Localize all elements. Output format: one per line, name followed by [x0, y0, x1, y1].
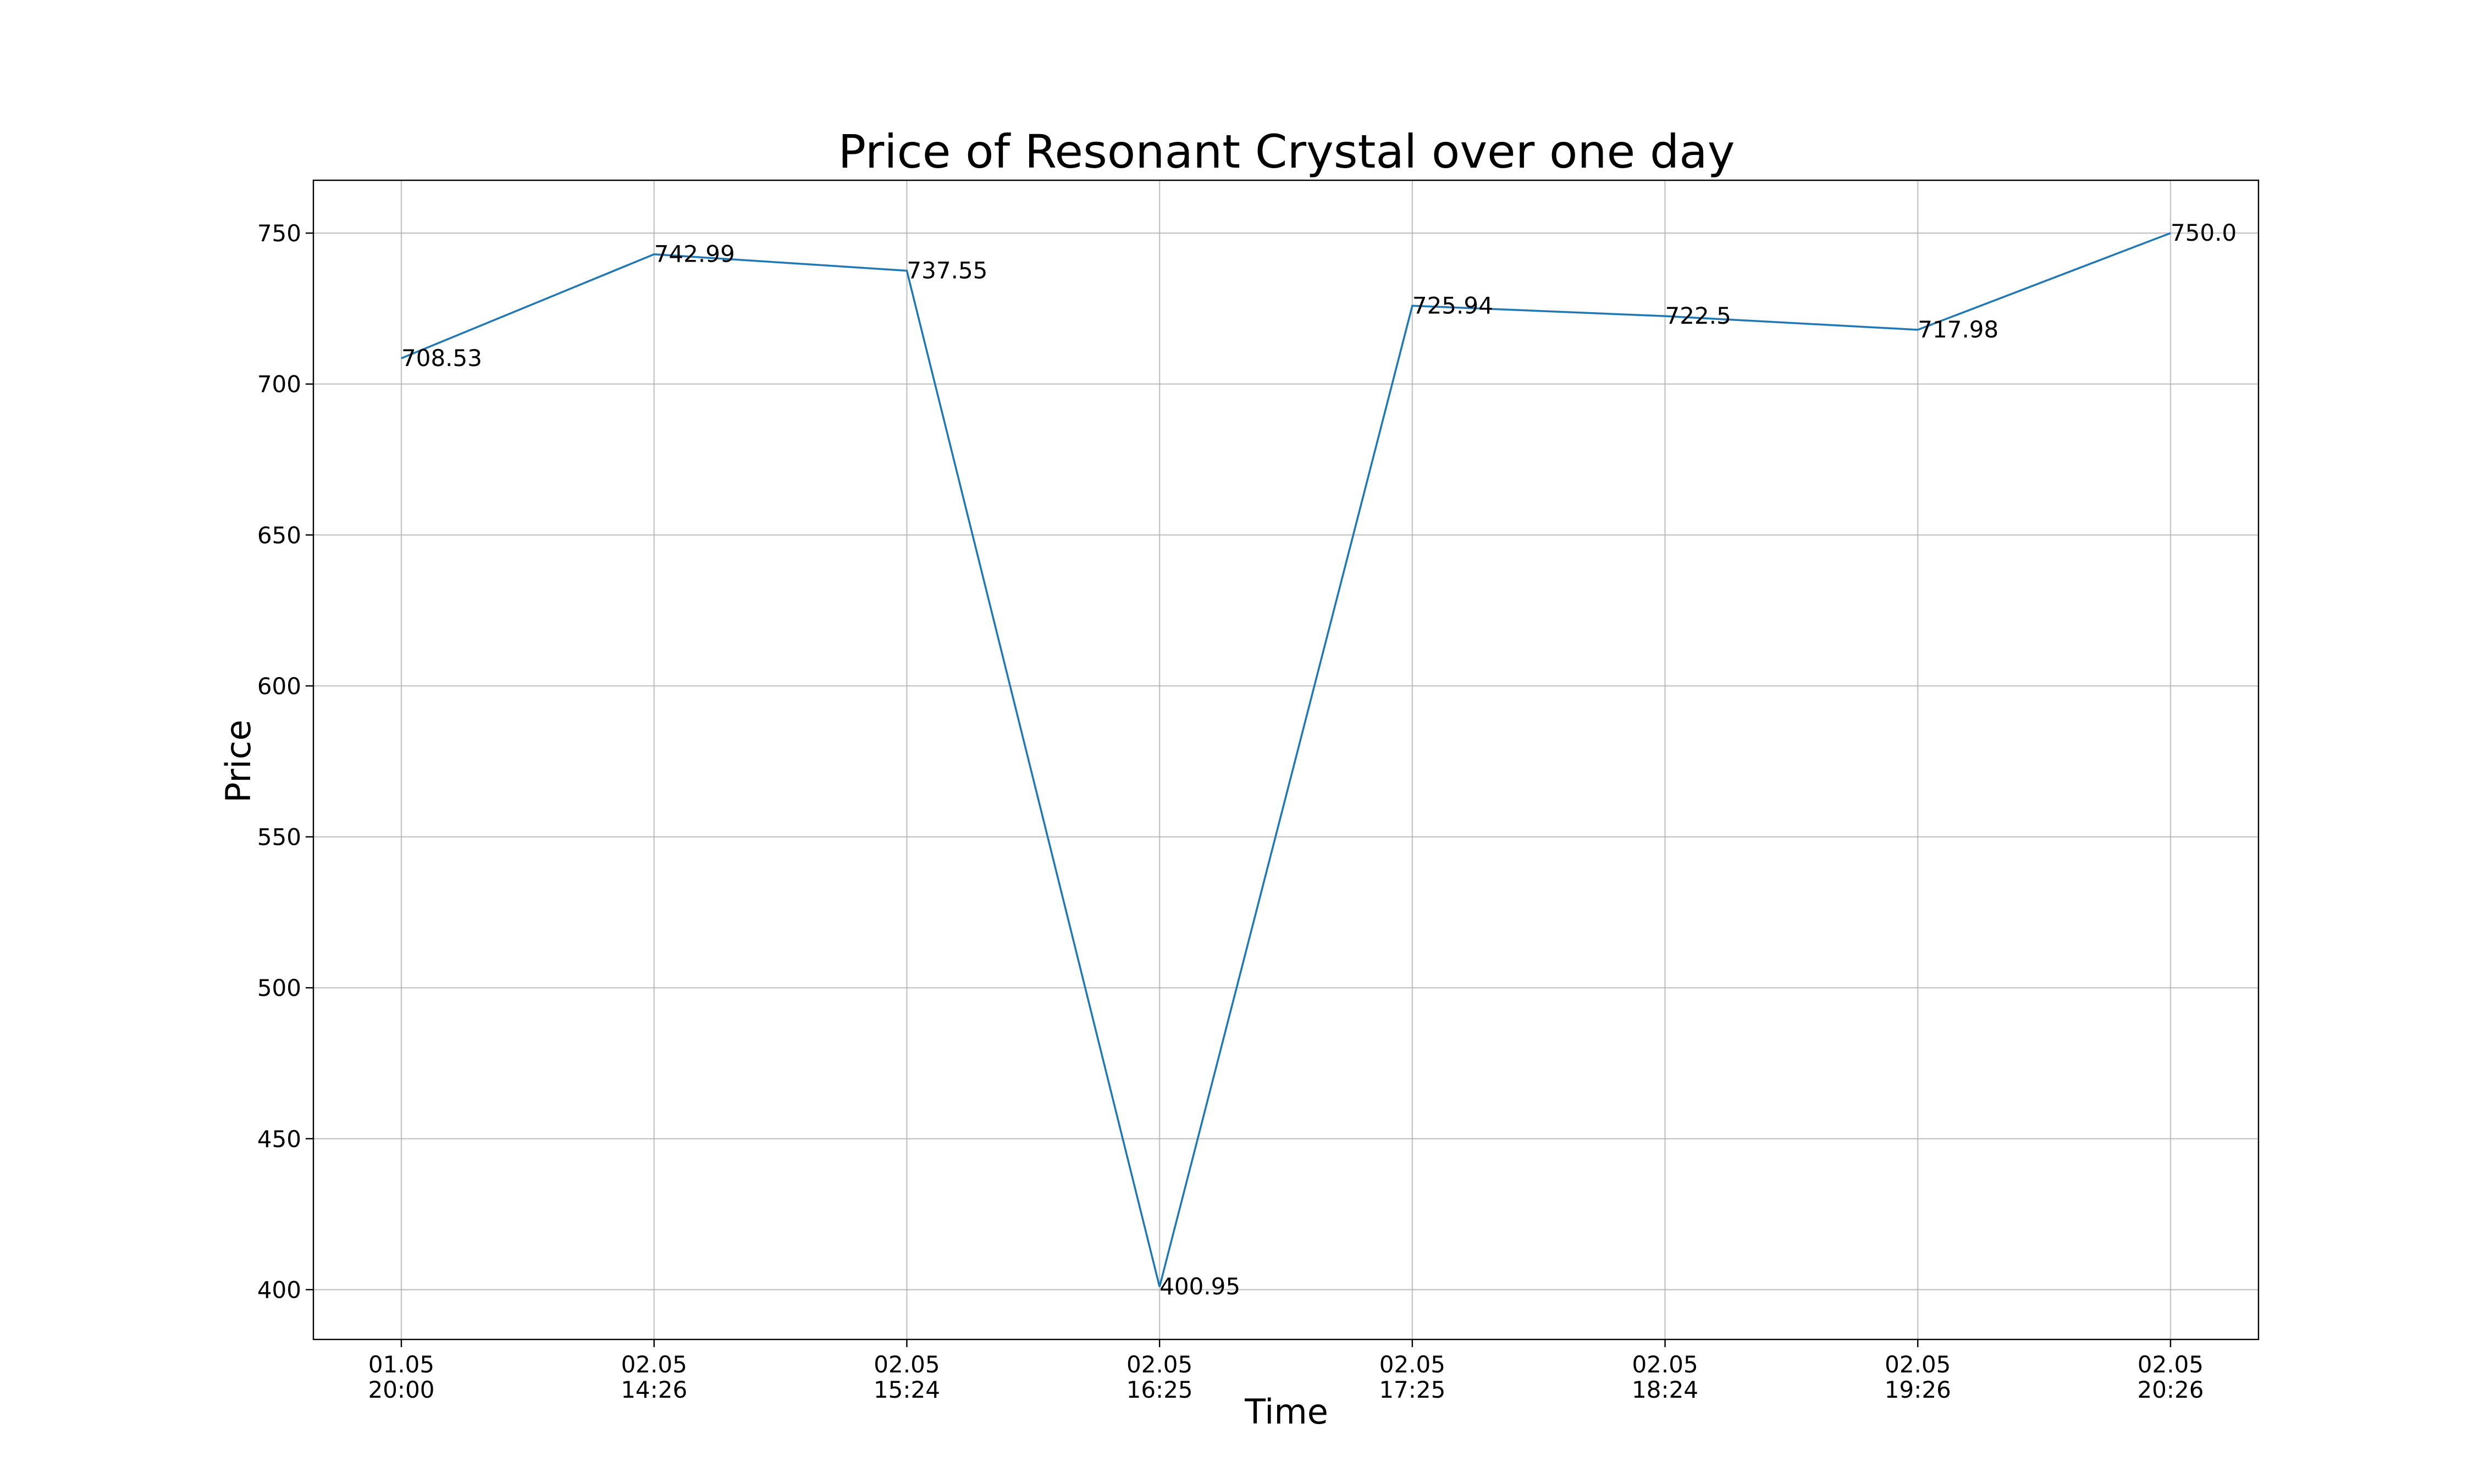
x-tick-label: 02.05 18:24	[1632, 1351, 1698, 1403]
y-tick-label: 550	[257, 824, 301, 851]
data-label: 737.55	[907, 257, 987, 284]
x-tick-label-line: 02.05	[621, 1351, 687, 1378]
chart-title: Price of Resonant Crystal over one day	[838, 125, 1735, 179]
data-label: 725.94	[1412, 292, 1493, 319]
plot-frame	[312, 179, 2260, 1341]
x-tick-label: 02.05 14:26	[621, 1351, 687, 1403]
x-tick-label-line: 02.05	[1379, 1351, 1445, 1378]
data-label: 717.98	[1918, 316, 1998, 343]
y-tick-label: 600	[257, 673, 301, 700]
x-tick-label-line: 02.05	[1885, 1351, 1951, 1378]
x-tick-label-line: 19:26	[1885, 1376, 1951, 1403]
grid-layer	[313, 180, 2258, 1339]
x-axis-title: Time	[1244, 1392, 1328, 1432]
y-tick-label: 700	[257, 371, 301, 398]
x-tick-label: 02.05 20:26	[2137, 1351, 2204, 1403]
x-tick-label-line: 20:26	[2137, 1376, 2204, 1403]
x-tick-label-line: 02.05	[874, 1351, 940, 1378]
y-axis-title: Price	[218, 719, 258, 802]
x-tick-label-line: 01.05	[368, 1351, 434, 1378]
x-tick-label-line: 15:24	[874, 1376, 940, 1403]
data-label: 708.53	[401, 345, 482, 372]
y-tick-label: 400	[257, 1276, 301, 1303]
data-label: 742.99	[654, 241, 735, 268]
y-tick-label: 450	[257, 1126, 301, 1153]
data-label: 400.95	[1159, 1273, 1240, 1300]
x-tick-label-line: 14:26	[621, 1376, 687, 1403]
frame-layer	[306, 179, 2260, 1347]
price-series-line	[401, 232, 2171, 1287]
x-tick-label-line: 20:00	[368, 1376, 434, 1403]
x-tick-label-line: 02.05	[1126, 1351, 1192, 1378]
x-tick-label-line: 17:25	[1379, 1376, 1445, 1403]
data-label: 750.0	[2171, 219, 2236, 246]
x-tick-label-line: 18:24	[1632, 1376, 1698, 1403]
data-label: 722.5	[1665, 302, 1731, 329]
series-layer	[401, 232, 2171, 1287]
x-tick-label-line: 02.05	[1632, 1351, 1698, 1378]
x-tick-label: 01.05 20:00	[368, 1351, 434, 1403]
y-tick-label: 650	[257, 522, 301, 549]
y-tick-label: 750	[257, 220, 301, 247]
x-tick-label: 02.05 15:24	[874, 1351, 940, 1403]
x-tick-label-line: 02.05	[2138, 1351, 2204, 1378]
x-tick-label: 02.05 16:25	[1126, 1351, 1193, 1403]
x-tick-label: 02.05 17:25	[1379, 1351, 1445, 1403]
y-tick-label: 500	[257, 974, 301, 1001]
x-tick-label-line: 16:25	[1126, 1376, 1193, 1403]
x-tick-label: 02.05 19:26	[1885, 1351, 1951, 1403]
